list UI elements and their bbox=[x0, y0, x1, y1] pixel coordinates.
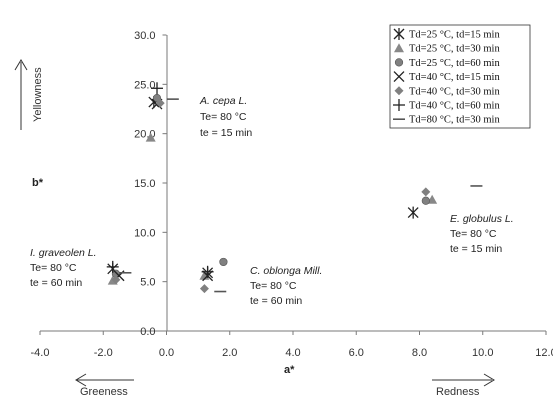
x-tick-label: 8.0 bbox=[412, 347, 427, 359]
legend-box bbox=[389, 24, 531, 129]
data-point-diamond bbox=[111, 275, 121, 285]
legend-item: Td=40 °C, td=30 min bbox=[394, 86, 500, 97]
y-axis-label: b* bbox=[32, 177, 44, 189]
annotation-i-graveolen: I. graveolen L. Te= 80 °C te = 60 min bbox=[30, 247, 97, 289]
legend-label: Td=80 °C, td=30 min bbox=[409, 115, 500, 126]
legend-label: Td=40 °C, td=30 min bbox=[409, 86, 500, 97]
greeness-indicator: Greeness bbox=[75, 373, 134, 398]
y-tick-label: 5.0 bbox=[140, 277, 155, 289]
data-point-plus bbox=[106, 260, 119, 273]
data-point-star bbox=[407, 206, 419, 219]
legend-label: Td=25 °C, td=60 min bbox=[409, 58, 500, 69]
legend-item: Td=40 °C, td=60 min bbox=[393, 99, 500, 112]
data-point-triangle bbox=[145, 132, 156, 142]
data-point-diamond bbox=[421, 187, 431, 197]
legend-marker-plus bbox=[393, 99, 405, 111]
x-tick-label: -2.0 bbox=[94, 347, 113, 359]
redness-label: Redness bbox=[436, 386, 480, 398]
annotation-a-cepa-line1: A. cepa L. bbox=[199, 95, 247, 107]
x-tick-label: 6.0 bbox=[349, 347, 364, 359]
x-tick-label: 12.0 bbox=[535, 347, 553, 359]
annotation-e-globulus-line3: te = 15 min bbox=[450, 243, 502, 255]
legend-marker-circle bbox=[394, 58, 404, 67]
annotation-i-graveolen-line2: Te= 80 °C bbox=[30, 262, 77, 274]
legend-item: Td=25 °C, td=60 min bbox=[394, 58, 500, 69]
data-point-diamond bbox=[155, 98, 165, 108]
legend-item: Td=40 °C, td=15 min bbox=[393, 71, 500, 83]
annotation-i-graveolen-line1: I. graveolen L. bbox=[30, 247, 97, 259]
annotation-e-globulus-line2: Te= 80 °C bbox=[450, 228, 497, 240]
legend-marker-x bbox=[393, 71, 405, 83]
x-tick-label: 2.0 bbox=[222, 347, 237, 359]
annotation-i-graveolen-line3: te = 60 min bbox=[30, 277, 82, 289]
legend-marker-diamond bbox=[394, 86, 404, 96]
x-tick-label: 10.0 bbox=[472, 347, 493, 359]
legend-label: Td=40 °C, td=60 min bbox=[409, 101, 500, 112]
legend: Td=25 °C, td=15 min Td=25 °C, td=30 min Td… bbox=[393, 28, 500, 126]
yellowness-indicator: Yellowness bbox=[14, 59, 44, 130]
data-point-triangle bbox=[199, 270, 210, 280]
data-points bbox=[106, 82, 483, 294]
y-tick-label: 25.0 bbox=[134, 79, 155, 91]
data-point-diamond bbox=[199, 284, 209, 294]
annotation-c-oblonga-line1: C. oblonga Mill. bbox=[250, 265, 322, 277]
annotation-a-cepa: A. cepa L. Te= 80 °C te = 15 min bbox=[199, 95, 252, 139]
greeness-label: Greeness bbox=[80, 386, 128, 398]
x-axis-ticks: -4.0 -2.0 0.0 2.0 4.0 6.0 8.0 10.0 12.0 bbox=[31, 331, 553, 359]
y-axis-ticks: 0.05.010.015.020.025.030.0 bbox=[134, 30, 167, 338]
x-tick-label: -4.0 bbox=[31, 347, 50, 359]
legend-marker-star bbox=[393, 28, 405, 40]
annotation-c-oblonga-line3: te = 60 min bbox=[250, 295, 302, 307]
annotation-a-cepa-line2: Te= 80 °C bbox=[200, 111, 247, 123]
y-tick-label: 15.0 bbox=[134, 178, 155, 190]
y-tick-label: 10.0 bbox=[134, 227, 155, 239]
legend-item: Td=80 °C, td=30 min bbox=[393, 115, 500, 126]
legend-item: Td=25 °C, td=30 min bbox=[394, 43, 500, 55]
annotation-c-oblonga-line2: Te= 80 °C bbox=[250, 280, 297, 292]
annotation-e-globulus-line1: E. globulus L. bbox=[450, 213, 514, 225]
redness-indicator: Redness bbox=[432, 373, 495, 398]
legend-item: Td=25 °C, td=15 min bbox=[393, 28, 500, 41]
yellowness-label: Yellowness bbox=[32, 67, 44, 122]
x-tick-label: 0.0 bbox=[159, 347, 174, 359]
annotation-c-oblonga: C. oblonga Mill. Te= 80 °C te = 60 min bbox=[250, 265, 322, 307]
data-point-circle bbox=[421, 196, 430, 205]
annotation-a-cepa-line3: te = 15 min bbox=[200, 127, 252, 139]
legend-label: Td=40 °C, td=15 min bbox=[409, 72, 500, 83]
annotation-e-globulus: E. globulus L. Te= 80 °C te = 15 min bbox=[450, 213, 514, 255]
y-tick-label: 30.0 bbox=[134, 30, 155, 42]
x-tick-label: 4.0 bbox=[285, 347, 300, 359]
legend-label: Td=25 °C, td=15 min bbox=[409, 30, 500, 41]
legend-marker-triangle bbox=[394, 43, 404, 53]
x-axis-label: a* bbox=[284, 364, 295, 376]
y-tick-label: 0.0 bbox=[140, 326, 155, 338]
data-point-plus bbox=[201, 265, 214, 278]
data-point-plus bbox=[151, 82, 164, 95]
legend-label: Td=25 °C, td=30 min bbox=[409, 44, 500, 55]
data-point-circle bbox=[219, 257, 228, 267]
